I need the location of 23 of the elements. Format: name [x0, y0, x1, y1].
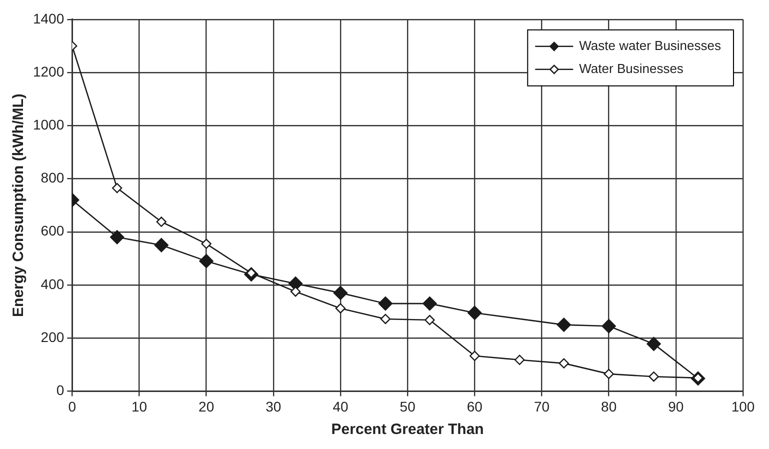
y-tick-label: 1000: [32, 116, 64, 132]
x-tick-label: 70: [534, 398, 550, 414]
y-tick-label: 1200: [32, 63, 64, 80]
legend-label: Water Businesses: [579, 60, 684, 76]
x-tick-label: 10: [131, 398, 148, 414]
x-tick-label: 0: [68, 398, 76, 414]
y-tick-label: 0: [56, 382, 64, 398]
legend-label: Waste water Businesses: [579, 38, 722, 53]
y-axis-title: Energy Consumption (kWh/ML): [10, 94, 28, 317]
y-tick-label: 1400: [32, 10, 64, 26]
x-tick-label: 50: [400, 398, 416, 414]
y-tick-label: 800: [40, 170, 64, 186]
x-tick-label: 20: [198, 398, 214, 414]
x-tick-label: 90: [668, 398, 684, 414]
x-tick-label: 100: [731, 398, 755, 414]
y-tick-label: 200: [40, 328, 64, 345]
y-tick-label: 400: [40, 276, 64, 292]
x-tick-label: 40: [332, 398, 348, 414]
x-tick-label: 80: [601, 398, 617, 414]
x-axis-title: Percent Greater Than: [331, 421, 484, 438]
x-tick-label: 30: [266, 398, 282, 414]
y-tick-label: 600: [40, 222, 64, 239]
x-tick-label: 60: [466, 398, 483, 414]
